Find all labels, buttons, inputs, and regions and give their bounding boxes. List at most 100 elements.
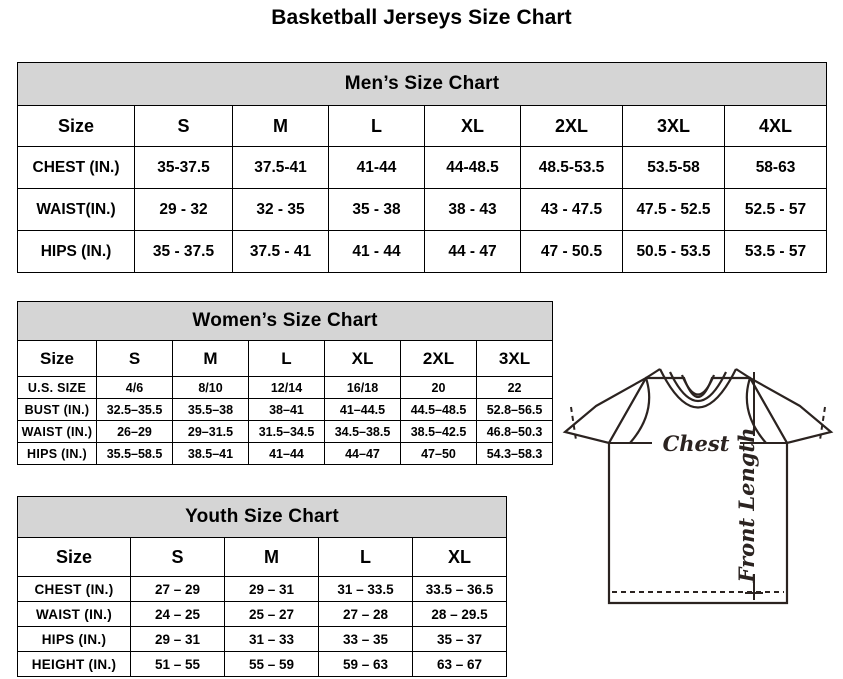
table-cell: 34.5–38.5 (324, 420, 401, 443)
table-cell: 26–29 (96, 420, 173, 443)
column-header-2xl: 2XL (520, 105, 623, 147)
table-cell: 27 – 28 (318, 601, 413, 627)
jersey-illustration-svg: Chest Front Length (562, 368, 834, 605)
table-header-row: Size S M L XL (17, 537, 508, 577)
column-header-2xl: 2XL (400, 340, 477, 377)
column-header-m: M (172, 340, 249, 377)
table-cell: 35 - 37.5 (134, 230, 233, 273)
table-row: WAIST (IN.) 24 – 25 25 – 27 27 – 28 28 –… (17, 601, 508, 627)
womens-table-title: Women’s Size Chart (16, 301, 554, 341)
table-cell: 29 – 31 (224, 576, 319, 602)
left-shoulder-edge (645, 368, 661, 379)
table-title-row: Men’s Size Chart (16, 62, 828, 106)
table-cell: 41 - 44 (328, 230, 425, 273)
column-header-xl: XL (424, 105, 521, 147)
mens-size-chart-table: Men’s Size Chart Size S M L XL 2XL 3XL 4… (16, 62, 828, 273)
table-row: HIPS (IN.) 35.5–58.5 38.5–41 41–44 44–47… (17, 442, 554, 465)
table-cell: 38–41 (248, 398, 325, 421)
table-title-row: Youth Size Chart (16, 496, 508, 538)
page-title: Basketball Jerseys Size Chart (271, 6, 572, 29)
table-cell: 35.5–58.5 (96, 442, 173, 465)
table-cell: 47 - 50.5 (520, 230, 623, 273)
table-cell: 35.5–38 (172, 398, 249, 421)
table-cell: 33 – 35 (318, 626, 413, 652)
table-row: CHEST (IN.) 27 – 29 29 – 31 31 – 33.5 33… (17, 576, 508, 602)
table-cell: 53.5-58 (622, 146, 725, 189)
table-header-row: Size S M L XL 2XL 3XL 4XL (17, 105, 828, 147)
row-label-chest: CHEST (IN.) (17, 576, 131, 602)
chest-label: Chest (663, 431, 730, 456)
column-header-xl: XL (324, 340, 401, 377)
row-label-height: HEIGHT (IN.) (17, 651, 131, 677)
row-label-waist: WAIST (IN.) (17, 420, 97, 443)
column-header-3xl: 3XL (622, 105, 725, 147)
table-cell: 33.5 – 36.5 (411, 576, 508, 602)
table-cell: 47.5 - 52.5 (622, 188, 725, 231)
table-cell: 29 – 31 (130, 626, 225, 652)
table-row: BUST (IN.) 32.5–35.5 35.5–38 38–41 41–44… (17, 398, 554, 421)
table-cell: 63 – 67 (411, 651, 508, 677)
column-header-size: Size (17, 105, 135, 147)
table-cell: 58-63 (723, 146, 828, 189)
table-cell: 59 – 63 (318, 651, 413, 677)
table-cell: 38.5–41 (172, 442, 249, 465)
table-cell: 48.5-53.5 (520, 146, 623, 189)
row-label-waist: WAIST (IN.) (17, 601, 131, 627)
row-label-hips: HIPS (IN.) (17, 442, 97, 465)
table-cell: 8/10 (172, 376, 249, 399)
table-cell: 27 – 29 (130, 576, 225, 602)
column-header-xl: XL (411, 537, 508, 577)
column-header-size: Size (17, 537, 131, 577)
table-row: HIPS (IN.) 29 – 31 31 – 33 33 – 35 35 – … (17, 626, 508, 652)
table-cell: 4/6 (96, 376, 173, 399)
row-label-hips: HIPS (IN.) (17, 230, 135, 273)
table-row: WAIST(IN.) 29 - 32 32 - 35 35 - 38 38 - … (17, 188, 828, 231)
column-header-l: L (328, 105, 425, 147)
table-row: HIPS (IN.) 35 - 37.5 37.5 - 41 41 - 44 4… (17, 230, 828, 273)
table-title-row: Women’s Size Chart (16, 301, 554, 341)
table-cell: 52.5 - 57 (723, 188, 828, 231)
table-cell: 53.5 - 57 (723, 230, 828, 273)
left-armhole-seam (629, 377, 651, 444)
mens-table-title: Men’s Size Chart (16, 62, 828, 106)
table-cell: 29 - 32 (134, 188, 233, 231)
table-cell: 35 – 37 (411, 626, 508, 652)
table-cell: 54.3–58.3 (475, 442, 554, 465)
womens-size-chart-table: Women’s Size Chart Size S M L XL 2XL 3XL… (16, 301, 554, 465)
table-cell: 50.5 - 53.5 (622, 230, 725, 273)
table-cell: 12/14 (248, 376, 325, 399)
table-cell: 41–44 (248, 442, 325, 465)
table-cell: 22 (475, 376, 554, 399)
table-cell: 31 – 33.5 (318, 576, 413, 602)
table-cell: 38.5–42.5 (400, 420, 477, 443)
column-header-s: S (130, 537, 225, 577)
table-cell: 47–50 (400, 442, 477, 465)
row-label-waist: WAIST(IN.) (17, 188, 135, 231)
table-cell: 35-37.5 (134, 146, 233, 189)
table-cell: 41–44.5 (324, 398, 401, 421)
table-cell: 32 - 35 (232, 188, 329, 231)
jersey-body-shape (607, 376, 789, 605)
table-row: WAIST (IN.) 26–29 29–31.5 31.5–34.5 34.5… (17, 420, 554, 443)
table-row: HEIGHT (IN.) 51 – 55 55 – 59 59 – 63 63 … (17, 651, 508, 677)
column-header-4xl: 4XL (723, 105, 828, 147)
table-cell: 44 - 47 (424, 230, 521, 273)
table-cell: 44-48.5 (424, 146, 521, 189)
table-cell: 20 (400, 376, 477, 399)
youth-table-title: Youth Size Chart (16, 496, 508, 538)
table-header-row: Size S M L XL 2XL 3XL (17, 340, 554, 377)
table-cell: 31.5–34.5 (248, 420, 325, 443)
column-header-m: M (232, 105, 329, 147)
table-cell: 35 - 38 (328, 188, 425, 231)
table-cell: 41-44 (328, 146, 425, 189)
column-header-size: Size (17, 340, 97, 377)
table-cell: 46.8–50.3 (475, 420, 554, 443)
table-cell: 24 – 25 (130, 601, 225, 627)
column-header-3xl: 3XL (475, 340, 554, 377)
table-cell: 29–31.5 (172, 420, 249, 443)
neckline-outer (680, 374, 716, 396)
table-cell: 32.5–35.5 (96, 398, 173, 421)
column-header-s: S (96, 340, 173, 377)
front-length-label: Front Length (734, 428, 759, 584)
right-shoulder-edge (735, 368, 751, 379)
